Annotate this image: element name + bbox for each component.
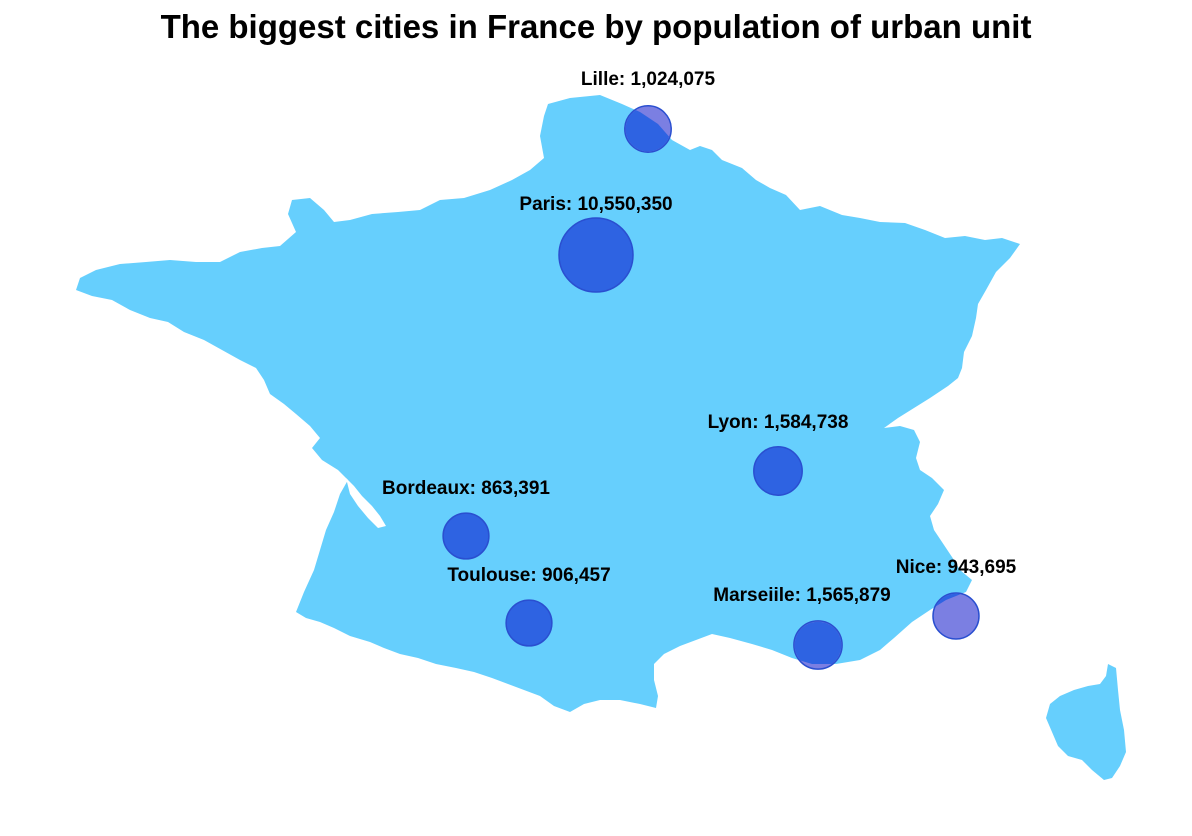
city-label-lille: Lille: 1,024,075 [581, 69, 716, 90]
gironde-estuary [346, 478, 386, 528]
city-bubble-toulouse [505, 599, 553, 647]
mainland-france-shape [76, 95, 1020, 712]
corsica-shape [1046, 664, 1126, 780]
france-landmass [76, 95, 1126, 780]
city-bubble-bordeaux [442, 512, 490, 560]
city-bubble-land-part-marseille [794, 621, 842, 669]
city-label-lyon: Lyon: 1,584,738 [708, 412, 849, 433]
city-labels: Paris: 10,550,350 Lyon: 1,584,738 Marseiil… [382, 69, 1017, 606]
city-bubble-paris [558, 217, 634, 293]
city-bubble-lyon [753, 446, 803, 496]
city-label-toulouse: Toulouse: 906,457 [447, 565, 610, 586]
city-label-nice: Nice: 943,695 [896, 557, 1017, 578]
city-bubbles [442, 105, 980, 670]
city-label-marseille: Marseiile: 1,565,879 [713, 585, 890, 606]
city-bubble-nice [932, 592, 980, 640]
city-label-bordeaux: Bordeaux: 863,391 [382, 478, 550, 499]
city-label-paris: Paris: 10,550,350 [519, 194, 672, 215]
map-title: The biggest cities in France by populati… [160, 8, 1032, 45]
